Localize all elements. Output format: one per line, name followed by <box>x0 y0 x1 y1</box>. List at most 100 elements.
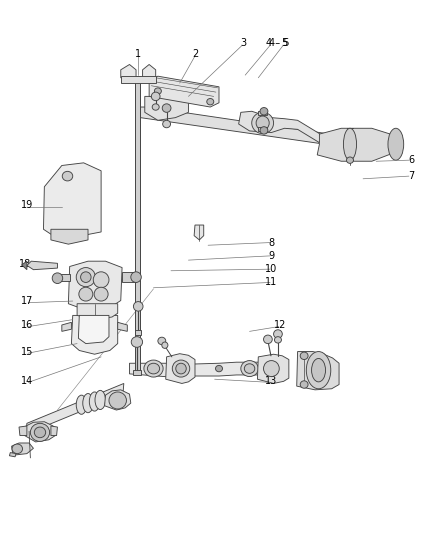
Ellipse shape <box>131 272 141 282</box>
Text: 13: 13 <box>265 376 278 386</box>
Polygon shape <box>68 261 122 310</box>
Ellipse shape <box>215 366 223 372</box>
Polygon shape <box>71 316 118 354</box>
Ellipse shape <box>152 104 159 110</box>
Ellipse shape <box>134 302 143 311</box>
Ellipse shape <box>76 268 95 287</box>
Ellipse shape <box>274 330 283 338</box>
Text: 19: 19 <box>21 200 33 211</box>
Ellipse shape <box>306 352 331 389</box>
Ellipse shape <box>311 359 325 382</box>
Polygon shape <box>121 76 155 83</box>
Ellipse shape <box>93 272 109 288</box>
Text: 4 – 5: 4 – 5 <box>266 38 290 48</box>
Polygon shape <box>258 111 267 115</box>
Polygon shape <box>19 426 27 435</box>
Ellipse shape <box>83 393 93 413</box>
Ellipse shape <box>95 390 106 409</box>
Ellipse shape <box>264 361 279 376</box>
Text: 9: 9 <box>268 251 275 261</box>
Polygon shape <box>12 443 33 455</box>
Polygon shape <box>239 111 319 143</box>
Ellipse shape <box>79 287 93 301</box>
Ellipse shape <box>252 112 274 134</box>
Text: 3: 3 <box>240 38 246 48</box>
Text: 15: 15 <box>21 346 33 357</box>
Polygon shape <box>145 96 188 120</box>
Ellipse shape <box>300 381 308 388</box>
Polygon shape <box>10 453 16 457</box>
Text: 5: 5 <box>281 38 288 48</box>
Ellipse shape <box>109 392 127 409</box>
Text: 11: 11 <box>265 278 278 287</box>
Polygon shape <box>143 64 155 78</box>
Ellipse shape <box>176 364 186 374</box>
Ellipse shape <box>300 352 308 360</box>
Polygon shape <box>297 352 339 390</box>
Ellipse shape <box>30 423 49 441</box>
Polygon shape <box>77 304 118 320</box>
Text: 17: 17 <box>21 296 33 306</box>
Polygon shape <box>130 362 272 377</box>
Polygon shape <box>135 76 140 373</box>
Ellipse shape <box>158 337 166 345</box>
Text: 2: 2 <box>192 49 198 59</box>
Text: 14: 14 <box>21 376 33 386</box>
Text: 7: 7 <box>408 171 414 181</box>
Ellipse shape <box>154 88 161 94</box>
Text: 16: 16 <box>21 320 33 330</box>
Polygon shape <box>78 316 109 344</box>
Polygon shape <box>258 127 267 131</box>
Ellipse shape <box>131 337 143 348</box>
Ellipse shape <box>144 360 163 377</box>
Polygon shape <box>57 274 70 281</box>
Ellipse shape <box>151 92 160 101</box>
Text: 6: 6 <box>408 155 414 165</box>
Ellipse shape <box>94 287 108 301</box>
Polygon shape <box>166 354 195 383</box>
Polygon shape <box>27 261 57 270</box>
Ellipse shape <box>275 337 282 343</box>
Ellipse shape <box>172 360 190 377</box>
Ellipse shape <box>264 335 272 344</box>
Ellipse shape <box>62 171 73 181</box>
Polygon shape <box>51 426 57 435</box>
Ellipse shape <box>162 104 171 112</box>
Polygon shape <box>135 330 141 335</box>
Polygon shape <box>258 354 289 383</box>
Polygon shape <box>118 322 127 332</box>
Polygon shape <box>51 229 88 244</box>
Ellipse shape <box>241 361 258 376</box>
Ellipse shape <box>12 444 22 454</box>
Polygon shape <box>149 76 219 107</box>
Ellipse shape <box>343 128 357 160</box>
Ellipse shape <box>76 395 87 414</box>
Ellipse shape <box>346 157 353 164</box>
Ellipse shape <box>388 128 404 160</box>
Text: 4: 4 <box>268 38 275 48</box>
Polygon shape <box>21 261 27 270</box>
Polygon shape <box>122 272 136 282</box>
Text: 8: 8 <box>268 238 275 247</box>
Polygon shape <box>141 107 403 152</box>
Ellipse shape <box>34 427 46 438</box>
Ellipse shape <box>81 272 91 282</box>
Polygon shape <box>133 370 141 375</box>
Polygon shape <box>62 322 71 332</box>
Ellipse shape <box>260 108 268 115</box>
Ellipse shape <box>260 127 268 134</box>
Polygon shape <box>121 64 136 78</box>
Ellipse shape <box>162 342 168 349</box>
Text: 12: 12 <box>274 320 286 330</box>
Ellipse shape <box>52 273 63 284</box>
Polygon shape <box>105 390 131 410</box>
Polygon shape <box>317 128 403 161</box>
Ellipse shape <box>89 392 100 411</box>
Polygon shape <box>43 163 101 240</box>
Text: 10: 10 <box>265 264 278 274</box>
Polygon shape <box>25 422 55 442</box>
Ellipse shape <box>207 99 214 105</box>
Ellipse shape <box>162 120 170 128</box>
Ellipse shape <box>256 116 269 130</box>
Ellipse shape <box>148 364 159 374</box>
